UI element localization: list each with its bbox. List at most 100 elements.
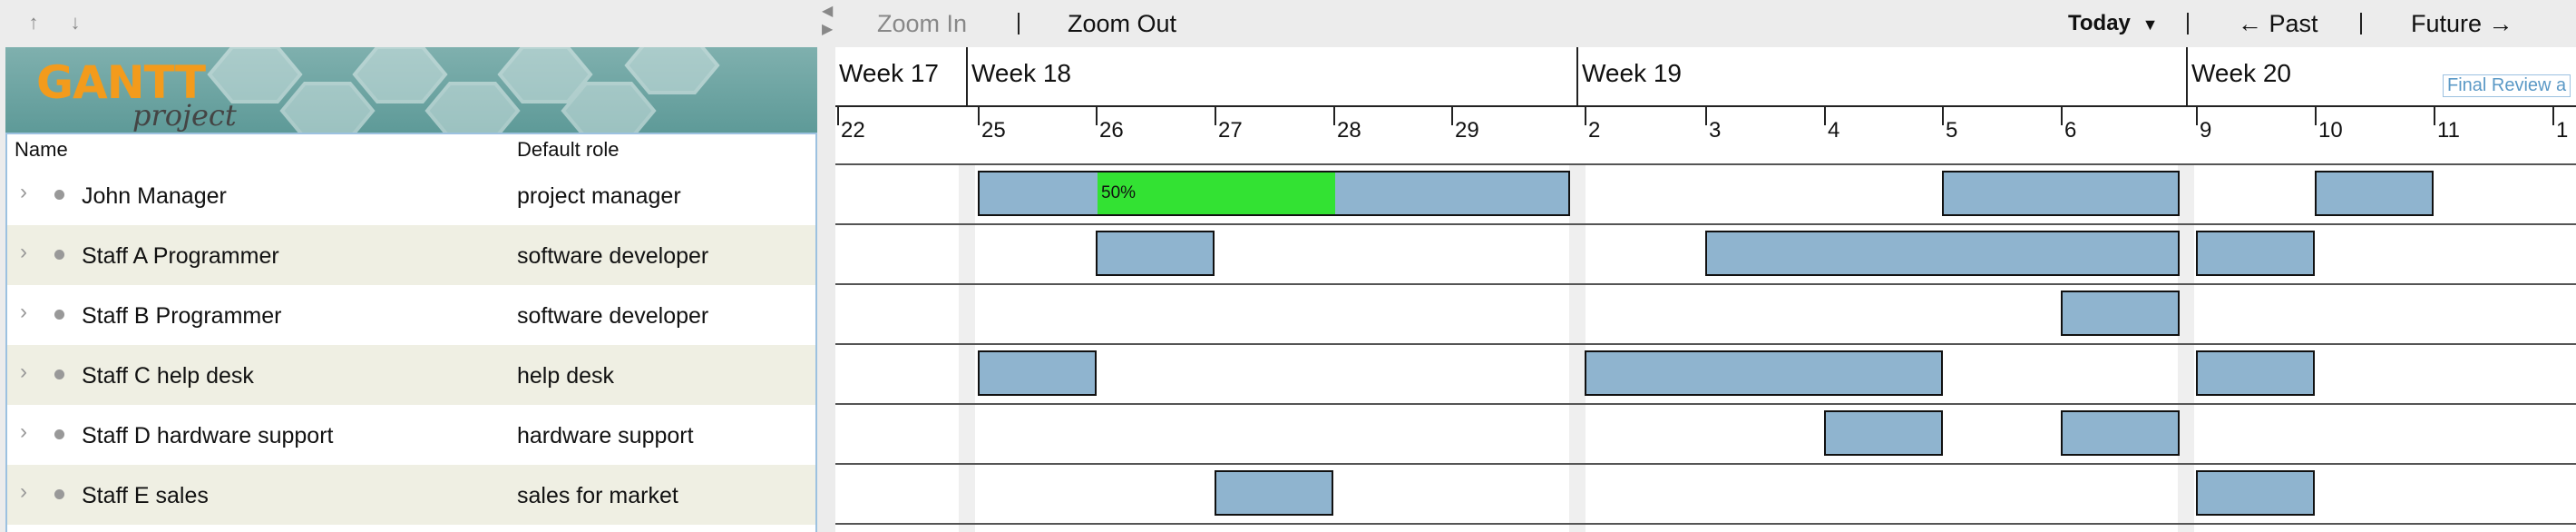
resource-row[interactable]: › Staff E sales sales for market <box>7 465 815 525</box>
day-tick <box>2196 107 2198 125</box>
assignment-bar[interactable] <box>1824 410 1943 456</box>
day-label: 4 <box>1828 118 1840 143</box>
resources-toolbar: ↑ ↓ <box>0 0 822 47</box>
day-tick <box>837 107 839 125</box>
day-tick <box>1824 107 1826 125</box>
split-pane-divider[interactable]: ◀ ▶ <box>817 0 835 532</box>
chart-toolbar: Zoom In Zoom Out Today ▼ ← Past Future → <box>835 0 2576 47</box>
chevron-right-icon[interactable]: › <box>20 479 27 504</box>
day-label: 1 <box>2556 118 2569 143</box>
chevron-right-icon[interactable]: › <box>20 300 27 324</box>
assignment-bar[interactable] <box>2315 171 2434 216</box>
resource-name: Staff A Programmer <box>82 243 279 269</box>
column-header-default-role[interactable]: Default role <box>517 138 620 161</box>
progress-fill <box>1098 172 1335 214</box>
weekend-shading <box>2178 165 2194 532</box>
gantt-chart-canvas[interactable]: Week 17 Week 18 Week 19 Week 20 22 25 26 27 28 2… <box>835 47 2576 532</box>
resource-name: Staff E sales <box>82 483 209 508</box>
chevron-right-icon[interactable]: › <box>20 419 27 444</box>
collapse-right-icon[interactable]: ▶ <box>822 22 834 37</box>
assignment-bar[interactable] <box>978 350 1097 396</box>
assignment-bar[interactable] <box>1096 231 1215 276</box>
chevron-right-icon[interactable]: › <box>20 360 27 384</box>
week-divider <box>1576 47 1578 105</box>
resource-bullet-icon <box>54 489 64 499</box>
day-label: 6 <box>2064 118 2077 143</box>
hexagon-pattern <box>207 47 720 133</box>
week-divider <box>966 47 968 105</box>
zoom-out-button[interactable]: Zoom Out <box>1068 10 1177 37</box>
resource-row[interactable]: › Staff A Programmer software developer <box>7 225 815 285</box>
resource-role: sales for market <box>517 483 678 508</box>
assignment-bar[interactable] <box>2196 350 2315 396</box>
day-tick <box>1333 107 1335 125</box>
day-tick <box>1096 107 1098 125</box>
milestone-label[interactable]: Final Review a <box>2443 74 2571 97</box>
column-header-name[interactable]: Name <box>15 138 68 161</box>
resources-table: Name Default role › John Manager project… <box>5 133 817 532</box>
assignment-bar[interactable] <box>2061 291 2180 336</box>
resource-row[interactable]: › Staff D hardware support hardware supp… <box>7 405 815 465</box>
week-divider <box>2186 47 2188 105</box>
day-tick <box>1215 107 1216 125</box>
resources-pane: ↑ ↓ GANTT project Name Default role <box>0 0 822 532</box>
assignment-bar[interactable] <box>1942 171 2180 216</box>
chevron-right-icon[interactable]: › <box>20 240 27 264</box>
week-label: Week 17 <box>839 59 939 87</box>
row-separator <box>835 523 2576 525</box>
day-label: 11 <box>2437 118 2460 143</box>
day-label: 3 <box>1709 118 1722 143</box>
gantt-chart-pane: Zoom In Zoom Out Today ▼ ← Past Future →… <box>835 0 2576 532</box>
chevron-down-icon: ▼ <box>2142 15 2159 34</box>
zoom-in-button[interactable]: Zoom In <box>877 10 968 37</box>
resource-bullet-icon <box>54 310 64 320</box>
past-button[interactable]: ← Past <box>2238 10 2318 37</box>
day-tick <box>2315 107 2317 125</box>
arrow-down-icon[interactable]: ↓ <box>70 11 81 34</box>
assignment-bar[interactable] <box>1215 470 1333 516</box>
resource-bullet-icon <box>54 190 64 200</box>
day-tick <box>2434 107 2435 125</box>
day-tick <box>2552 107 2554 125</box>
resource-role: project manager <box>517 183 681 209</box>
row-separator <box>835 223 2576 225</box>
resource-row[interactable]: › Staff B Programmer software developer <box>7 285 815 345</box>
day-label: 9 <box>2200 118 2212 143</box>
day-label: 5 <box>1946 118 1958 143</box>
resource-role: help desk <box>517 363 615 389</box>
day-label: 29 <box>1455 118 1479 143</box>
progress-label: 50% <box>1101 183 1137 202</box>
assignment-bar[interactable]: 50% <box>978 171 1570 216</box>
resource-role: software developer <box>517 303 709 329</box>
assignment-bar[interactable] <box>1585 350 1943 396</box>
resource-row[interactable]: › John Manager project manager <box>7 165 815 225</box>
row-separator <box>835 343 2576 345</box>
resource-bullet-icon <box>54 250 64 260</box>
week-label: Week 18 <box>971 59 1071 87</box>
assignment-bar[interactable] <box>2196 470 2315 516</box>
day-tick <box>1451 107 1453 125</box>
future-button[interactable]: Future → <box>2411 10 2513 37</box>
today-button[interactable]: Today ▼ <box>2068 9 2158 38</box>
row-separator <box>835 163 2576 165</box>
today-label: Today <box>2068 11 2131 35</box>
resource-name: Staff D hardware support <box>82 423 334 448</box>
resource-role: hardware support <box>517 423 694 448</box>
week-label: Week 19 <box>1582 59 1682 87</box>
weekend-shading <box>959 165 975 532</box>
arrow-up-icon[interactable]: ↑ <box>28 11 39 34</box>
day-tick <box>978 107 980 125</box>
chevron-right-icon[interactable]: › <box>20 180 27 204</box>
resource-bullet-icon <box>54 369 64 379</box>
day-tick <box>2061 107 2063 125</box>
assignment-bar[interactable] <box>2196 231 2315 276</box>
day-label: 26 <box>1099 118 1124 143</box>
day-label: 2 <box>1588 118 1601 143</box>
day-label: 28 <box>1337 118 1361 143</box>
day-label: 27 <box>1218 118 1243 143</box>
collapse-left-icon[interactable]: ◀ <box>822 4 834 19</box>
logo-gantt-text: GANTT <box>36 56 206 109</box>
assignment-bar[interactable] <box>1705 231 2180 276</box>
assignment-bar[interactable] <box>2061 410 2180 456</box>
resource-row[interactable]: › Staff C help desk help desk <box>7 345 815 405</box>
